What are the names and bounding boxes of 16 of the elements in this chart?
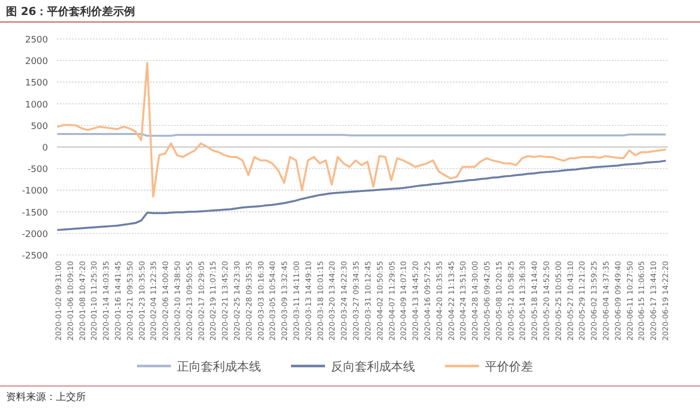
y-tick-label: 500 [30,122,48,132]
y-tick-label: 1000 [25,100,48,110]
y-tick-label: 2500 [25,36,48,46]
annotation: 资料来源：上交所 [6,392,86,403]
legend-label: 正向套利成本线 [177,360,261,374]
y-tick-label: -2000 [22,230,48,240]
y-tick-label: -1500 [22,208,48,218]
legend-label: 平价价差 [485,360,533,374]
y-tick-label: 1500 [25,78,48,89]
y-tick-label: -2500 [22,252,48,262]
legend-label: 反向套利成本线 [331,360,415,374]
y-tick-label: 0 [42,144,48,154]
y-tick-label: -1000 [22,186,48,197]
y-tick-label: -500 [28,165,48,176]
y-tick-label: 2000 [25,57,48,68]
title: 图 26：平价套利价差示例 [6,5,136,18]
